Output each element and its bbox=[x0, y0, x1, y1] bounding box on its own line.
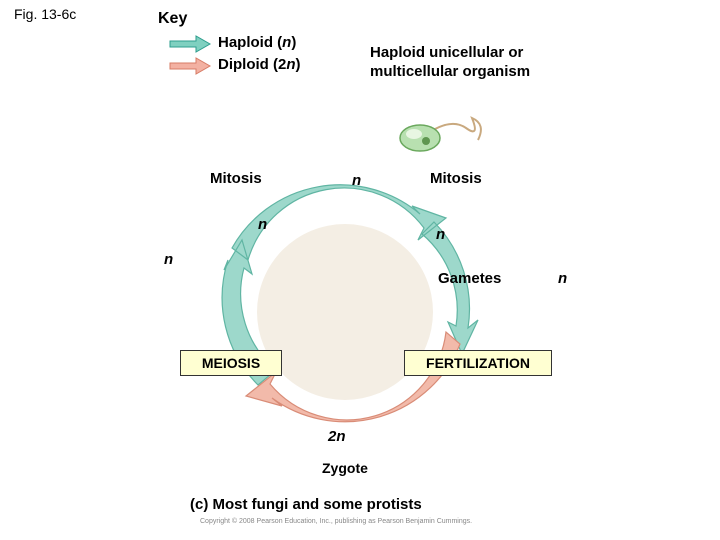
n-right: n bbox=[558, 270, 567, 287]
n-upper-right: n bbox=[436, 226, 445, 243]
key-haploid-post: ) bbox=[291, 34, 296, 51]
key-diploid-label: Diploid (2n) bbox=[218, 56, 301, 73]
n-top: n bbox=[352, 172, 361, 189]
n-upper-left: n bbox=[258, 216, 267, 233]
key-diploid-post: ) bbox=[296, 56, 301, 73]
figure-stage: Fig. 13-6c Key bbox=[0, 0, 720, 540]
key-haploid-label: Haploid (n) bbox=[218, 34, 296, 51]
n-far-left: n bbox=[164, 251, 173, 268]
zygote-label: Zygote bbox=[322, 460, 368, 476]
diagram-svg bbox=[0, 0, 720, 540]
gametes-label: Gametes bbox=[438, 270, 501, 287]
mitosis-left-label: Mitosis bbox=[210, 170, 262, 187]
figure-caption: (c) Most fungi and some protists bbox=[190, 496, 422, 513]
organism-cell-icon bbox=[400, 118, 481, 151]
mitosis-right-label: Mitosis bbox=[430, 170, 482, 187]
fertilization-box: FERTILIZATION bbox=[404, 350, 552, 376]
meiosis-box: MEIOSIS bbox=[180, 350, 282, 376]
key-haploid-arrow bbox=[170, 36, 210, 52]
key-haploid-pre: Haploid ( bbox=[218, 34, 282, 51]
key-diploid-arrow bbox=[170, 58, 210, 74]
key-diploid-pre: Diploid (2 bbox=[218, 56, 286, 73]
haploid-organism-label: Haploid unicellular or multicellular org… bbox=[370, 44, 570, 82]
key-diploid-n: n bbox=[286, 56, 295, 73]
copyright-text: Copyright © 2008 Pearson Education, Inc.… bbox=[200, 518, 472, 525]
two-n-label: 2n bbox=[328, 428, 346, 445]
key-haploid-n: n bbox=[282, 34, 291, 51]
